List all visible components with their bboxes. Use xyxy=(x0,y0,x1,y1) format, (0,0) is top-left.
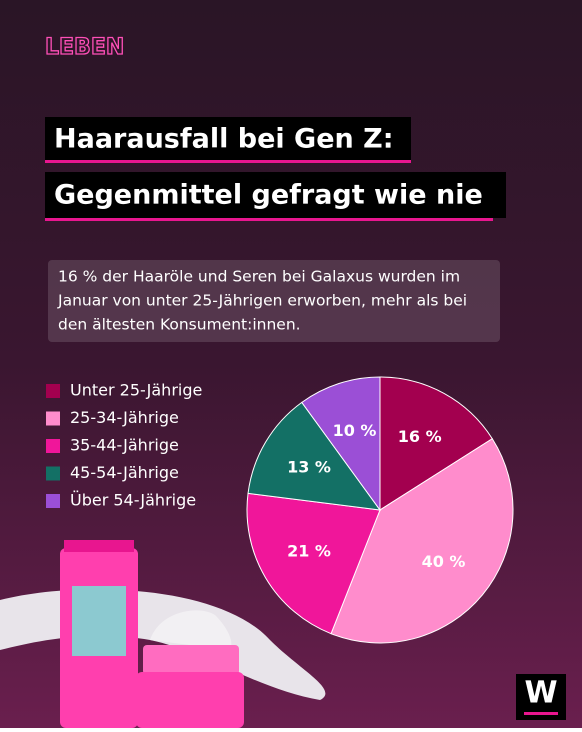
pie-slice xyxy=(379,376,493,511)
decoration xyxy=(0,540,326,728)
title-box xyxy=(45,172,506,218)
slice-label: 21 % xyxy=(287,541,331,560)
logo-underline xyxy=(524,712,558,715)
kicker: LEBEN xyxy=(45,35,124,60)
pie-slice xyxy=(246,492,381,635)
slice-label: 13 % xyxy=(287,458,331,477)
legend-label: Unter 25-Jährige xyxy=(70,381,202,400)
legend-swatch xyxy=(46,411,60,426)
legend-swatch xyxy=(46,494,60,508)
subtitle: 16 % der Haaröle und Seren bei Galaxus w… xyxy=(58,268,460,286)
legend-swatch xyxy=(46,439,60,453)
slice-label: 10 % xyxy=(333,421,377,440)
title-box xyxy=(45,117,411,160)
pie-slice xyxy=(301,376,381,512)
title-underline xyxy=(45,218,493,221)
subtitle-box xyxy=(48,260,500,342)
pie-slice xyxy=(330,438,514,644)
legend-label: 25-34-Jährige xyxy=(70,408,179,427)
subtitle: den ältesten Konsument:innen. xyxy=(58,316,301,334)
title: Gegenmittel gefragt wie nie xyxy=(54,180,483,211)
legend-swatch xyxy=(46,466,60,481)
pie-slice xyxy=(247,401,382,511)
title-underline xyxy=(45,160,411,163)
slice-label: 16 % xyxy=(398,427,442,446)
legend-swatch xyxy=(46,384,60,398)
slice-label: 40 % xyxy=(422,552,466,571)
title: Haarausfall bei Gen Z: xyxy=(54,124,394,155)
subtitle: Januar von unter 25-Jährigen erworben, m… xyxy=(57,292,467,310)
logo: W xyxy=(524,676,557,711)
legend-label: Über 54-Jährige xyxy=(70,491,196,510)
legend-label: 35-44-Jährige xyxy=(70,436,179,455)
legend-label: 45-54-Jährige xyxy=(70,463,179,482)
